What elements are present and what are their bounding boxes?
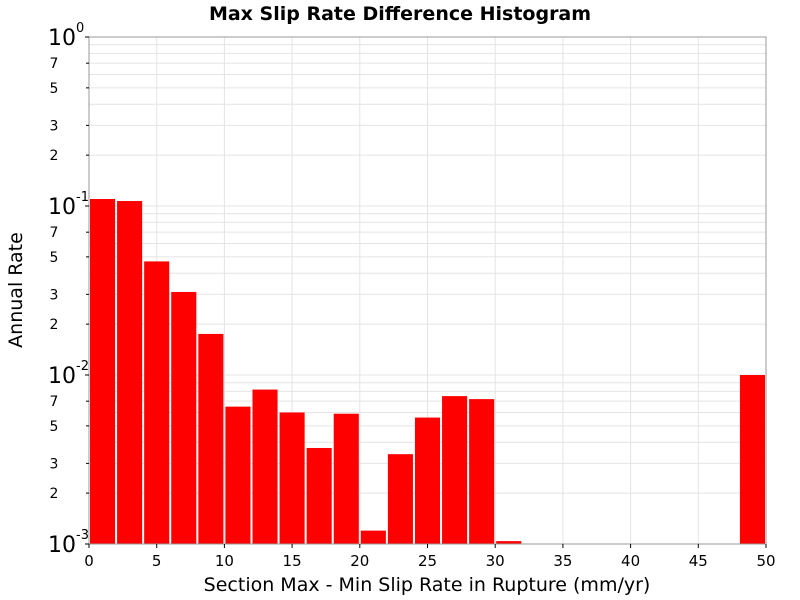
y-minor-tick-label: 5 <box>50 250 59 266</box>
histogram-bar <box>387 454 413 544</box>
histogram-bar <box>90 199 116 544</box>
y-minor-tick-label: 2 <box>50 148 59 164</box>
y-minor-tick-label: 5 <box>50 81 59 97</box>
histogram-bar <box>333 413 359 544</box>
histogram-bar <box>469 399 495 544</box>
y-minor-tick-label: 2 <box>50 317 59 333</box>
y-minor-tick-label: 5 <box>50 419 59 435</box>
x-tick-label: 30 <box>486 552 505 570</box>
y-minor-tick-label: 7 <box>50 225 59 241</box>
histogram-bar <box>225 406 251 544</box>
x-tick-label: 20 <box>350 552 369 570</box>
y-minor-tick-label: 3 <box>50 118 59 134</box>
y-tick-label-exponent: -3 <box>76 528 89 543</box>
y-tick-label-exponent: 0 <box>76 21 84 36</box>
x-tick-label: 35 <box>553 552 572 570</box>
y-tick-label-base: 10 <box>48 195 76 220</box>
histogram-bar <box>279 412 305 544</box>
x-tick-label: 50 <box>756 552 775 570</box>
x-tick-label: 40 <box>621 552 640 570</box>
x-axis-ticks: 0 5 10 15 20 25 30 35 40 45 50 <box>84 544 776 570</box>
y-tick-label-base: 10 <box>48 364 76 389</box>
y-minor-tick-label: 3 <box>50 456 59 472</box>
y-tick-label-base: 10 <box>48 533 76 558</box>
bars <box>90 199 765 545</box>
histogram-bar <box>117 201 143 545</box>
x-tick-label: 10 <box>215 552 234 570</box>
histogram-bar <box>360 530 386 544</box>
histogram-bar <box>171 291 197 544</box>
y-minor-tick-label: 7 <box>50 394 59 410</box>
x-tick-label: 25 <box>418 552 437 570</box>
histogram-bar <box>739 375 765 544</box>
y-tick-label-exponent: -2 <box>76 359 89 374</box>
histogram-bar <box>306 447 332 544</box>
y-axis-label: Annual Rate <box>5 232 27 348</box>
histogram-bar <box>414 417 441 544</box>
y-minor-tick-label: 3 <box>50 287 59 303</box>
x-tick-label: 45 <box>689 552 708 570</box>
chart-title: Max Slip Rate Difference Histogram <box>209 3 591 25</box>
y-minor-tick-label: 2 <box>50 486 59 502</box>
y-tick-label-base: 10 <box>48 26 76 51</box>
histogram-bar <box>144 261 170 544</box>
y-tick-label-exponent: -1 <box>76 190 89 205</box>
x-tick-label: 5 <box>152 552 162 570</box>
y-minor-tick-label: 7 <box>50 56 59 72</box>
x-axis-label: Section Max - Min Slip Rate in Rupture (… <box>204 574 651 596</box>
histogram-bar <box>442 396 468 544</box>
histogram-bar <box>496 541 522 544</box>
x-tick-label: 15 <box>283 552 302 570</box>
x-tick-label: 0 <box>84 552 94 570</box>
histogram-bar <box>252 389 278 544</box>
histogram-bar <box>198 333 224 544</box>
